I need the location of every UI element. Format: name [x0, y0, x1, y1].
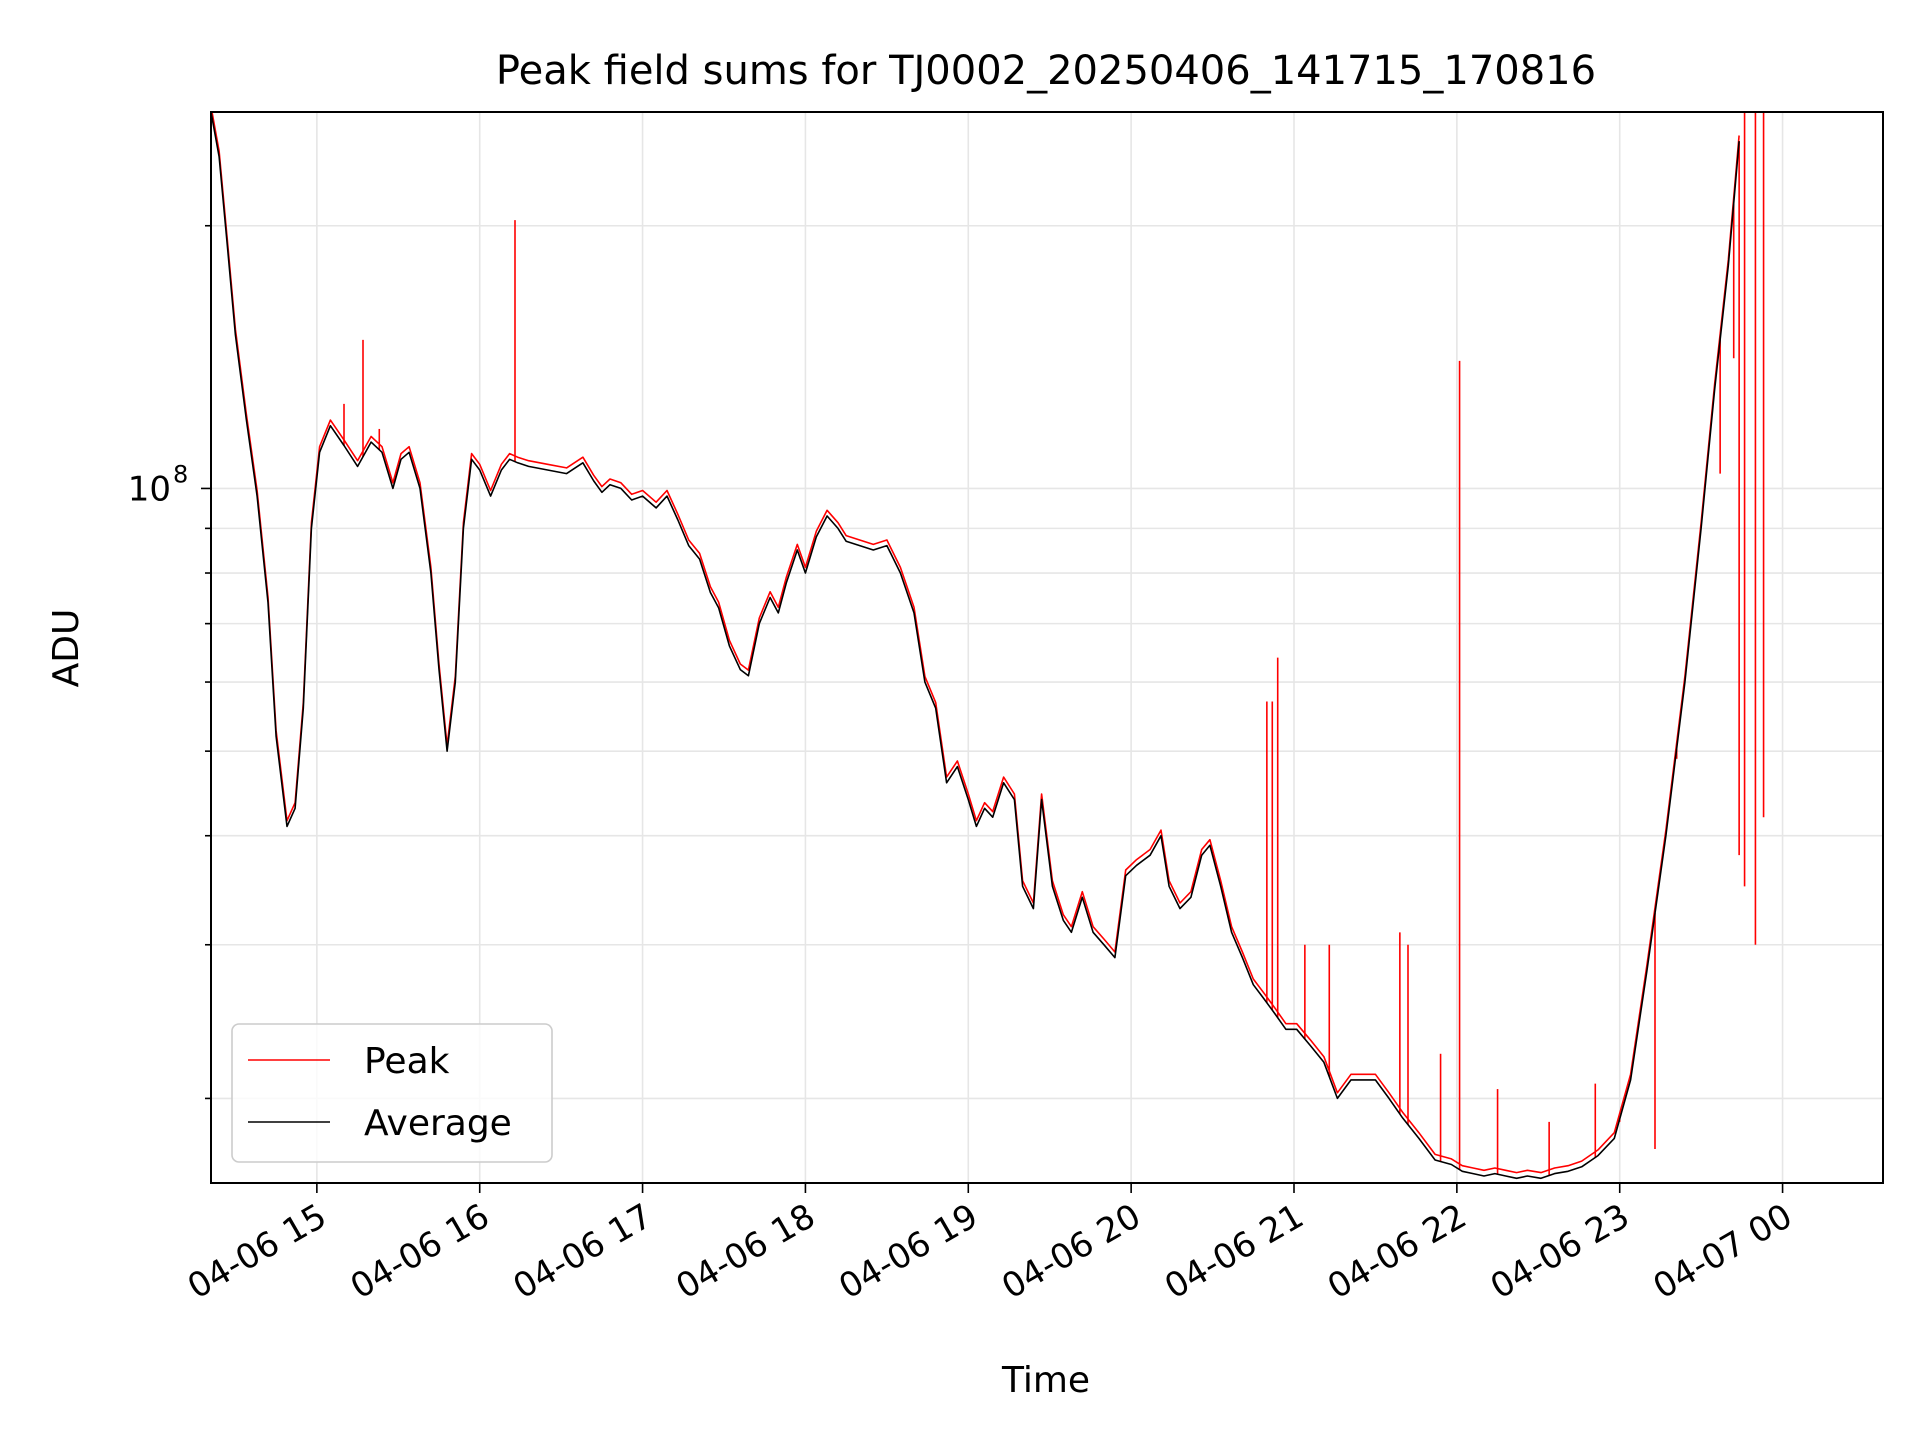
plot-series	[211, 112, 1765, 1180]
legend: Peak Average	[231, 1023, 553, 1163]
average-line	[211, 112, 1740, 1180]
grid	[211, 112, 1883, 1183]
x-axis-label: Time	[1001, 1360, 1090, 1401]
y-axis-label: ADU	[46, 609, 87, 688]
y-tick-label: 10	[128, 469, 171, 509]
plot-frame	[210, 111, 1884, 1184]
y-axis-ticks: 10 8	[128, 224, 211, 1100]
legend-peak-label: Peak	[364, 1041, 450, 1082]
legend-frame	[231, 1023, 553, 1163]
legend-average-label: Average	[364, 1103, 512, 1144]
y-tick-label-exponent: 8	[173, 460, 188, 488]
chart-title: Peak field sums for TJ0002_20250406_1417…	[496, 48, 1596, 94]
